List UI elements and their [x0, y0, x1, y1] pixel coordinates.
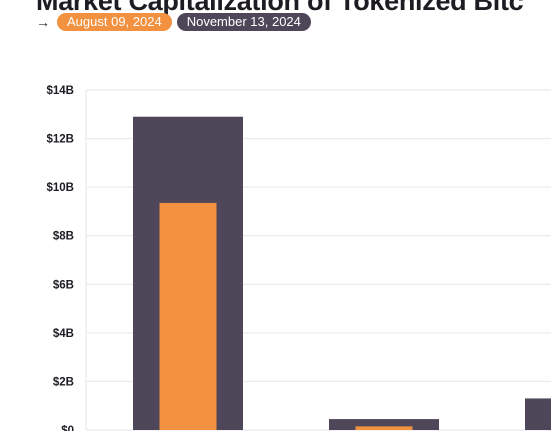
y-tick-label: $14B: [47, 85, 75, 97]
y-tick-label: $6B: [53, 279, 74, 291]
y-tick-label: $0: [61, 425, 74, 431]
legend-item-november: November 13, 2024: [176, 13, 311, 31]
bar-november-3: [525, 398, 551, 430]
y-tick-label: $2B: [53, 376, 74, 388]
bar-august-1: [159, 202, 217, 430]
y-tick-label: $10B: [47, 182, 75, 194]
chart-title: Market Capitalization of Tokenized Bitc: [36, 0, 524, 16]
y-tick-label: $8B: [53, 231, 74, 243]
y-tick-label: $4B: [53, 328, 74, 340]
arrow-icon: →: [36, 14, 50, 30]
y-tick-label: $12B: [47, 134, 75, 146]
bar-august-2: [355, 426, 413, 430]
legend-item-august: August 09, 2024: [57, 13, 172, 31]
legend: → August 09, 2024 November 13, 2024: [36, 13, 311, 31]
bar-november-2: [329, 419, 439, 430]
